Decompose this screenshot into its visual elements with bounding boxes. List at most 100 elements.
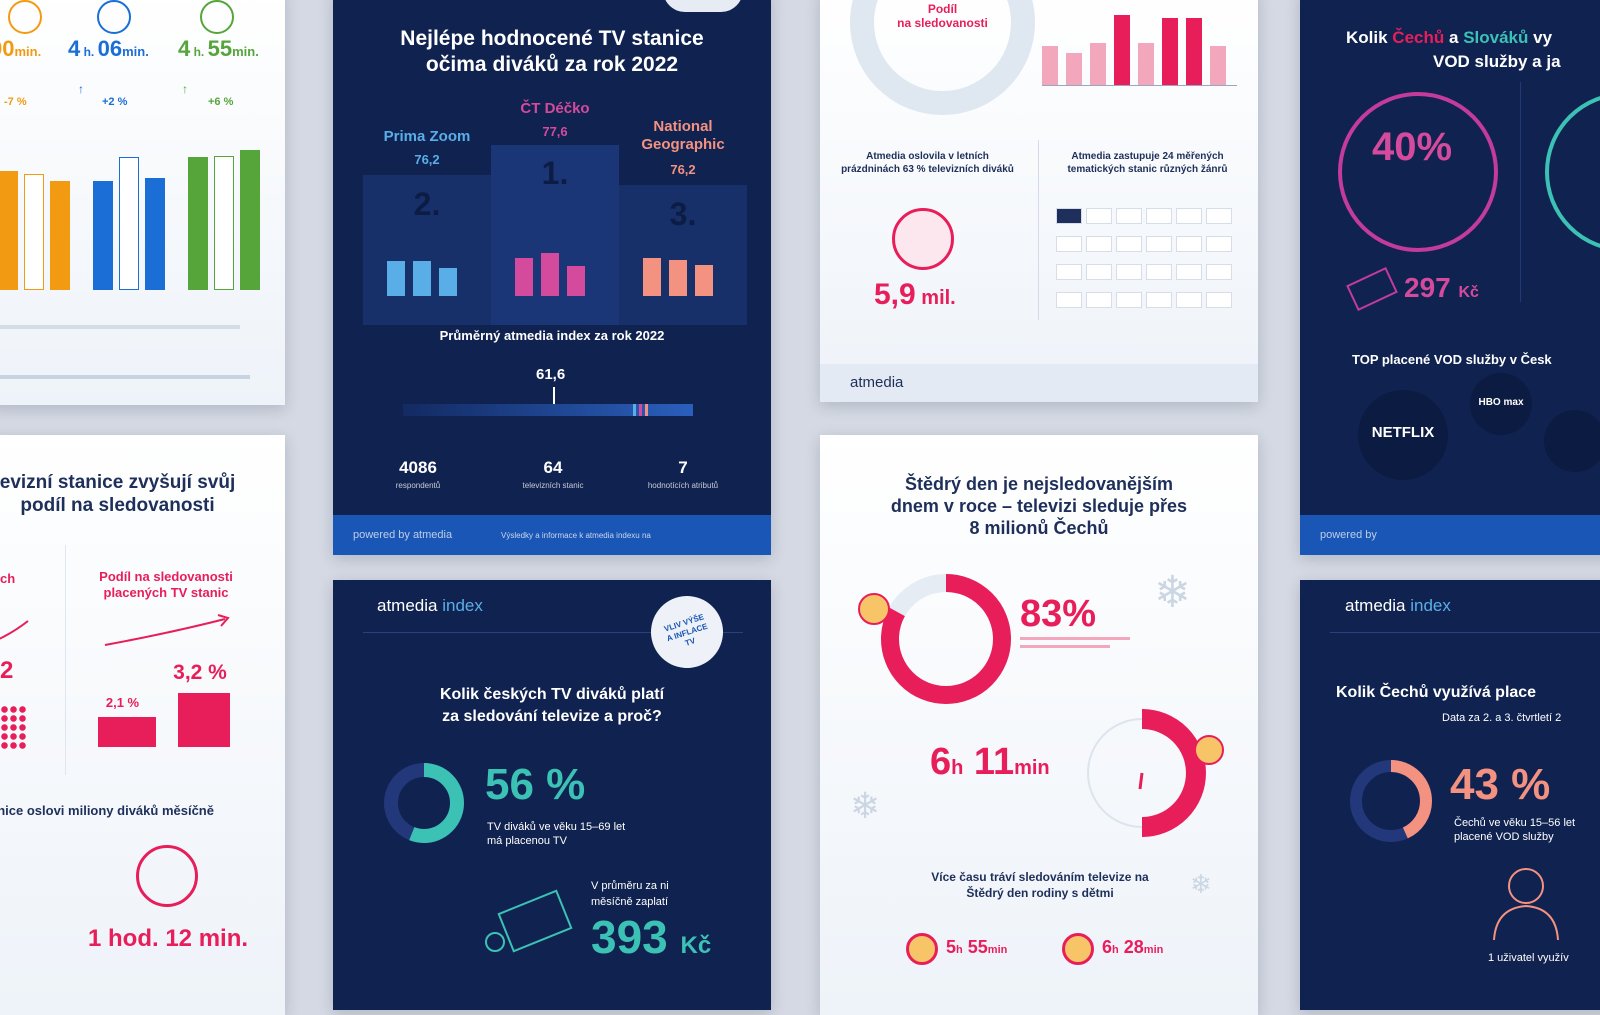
time-value: 1 hod. 12 min. — [88, 925, 249, 952]
stat-label-1: respondentů — [395, 481, 441, 490]
station-logo — [1206, 236, 1232, 252]
infographic-card-vod-cz-sk[interactable]: Kolik Čechů a Slováků vy VOD služby a ja… — [1300, 0, 1600, 555]
powered-by: powered by atmedia — [353, 529, 453, 541]
footnote-line — [0, 375, 250, 379]
station-logo — [1086, 264, 1112, 280]
percent-donut — [1350, 760, 1432, 842]
change-value-2: +2 % — [102, 96, 128, 108]
right-label: Podíl na sledovanosti placených TV stani… — [99, 569, 233, 600]
infographic-card-christmas[interactable]: Štědrý den je nejsledovanějším dnem v ro… — [820, 435, 1258, 1015]
clock-icon — [200, 0, 234, 34]
station-name-3: National Geographic — [641, 118, 725, 153]
top-vod-label: TOP placené VOD služby v Česk — [1352, 352, 1552, 367]
clock-icon — [8, 0, 42, 34]
bar — [0, 171, 18, 290]
station-bar — [515, 258, 533, 296]
bar — [50, 181, 70, 290]
atmedia-index-logo: atmedia index — [1345, 596, 1451, 615]
avg-index-value: 61,6 — [536, 366, 566, 383]
bar-chart — [0, 150, 275, 290]
station-logo — [1056, 208, 1082, 224]
avg-index-label: Průměrný atmedia index za rok 2022 — [439, 328, 665, 343]
powered-by: powered by — [1320, 529, 1377, 541]
rank-3: 3. — [669, 196, 697, 232]
infographic-card-atmedia-share[interactable]: Podíl na sledovanosti Atmedia oslovila v… — [820, 0, 1258, 402]
christmas-percent: 83% — [1020, 593, 1097, 635]
netflix-logo-circle: NETFLIX — [1358, 390, 1448, 480]
family-icon — [1194, 735, 1224, 765]
station-logo — [1116, 264, 1142, 280]
family-icon — [1062, 933, 1094, 965]
snowflake-icon: ❄ — [850, 785, 881, 826]
infographic-card-share-growth[interactable]: evizní stanice zvyšují svůj podíl na sle… — [0, 435, 285, 1015]
card-subtitle: Data za 2. a 3. čtvrtletí 2 — [1442, 712, 1562, 724]
left-label: ch — [0, 571, 16, 586]
stat-value-3: 7 — [678, 458, 688, 477]
christmas-time: 6h 11min — [930, 741, 1050, 783]
infographic-card-paid-tv[interactable]: atmedia index VLIV VÝŠE A INFLACE TV Kol… — [333, 580, 771, 1010]
rank-2: 2. — [413, 186, 441, 222]
arrow-up-icon: ↑ — [78, 82, 84, 96]
infographic-card-best-stations[interactable]: Nejlépe hodnocené TV stanice očima divák… — [333, 0, 771, 555]
station-bar — [567, 266, 585, 296]
rank-1: 1. — [541, 155, 569, 191]
footer-note: Výsledky a informace k atmedia indexu na — [501, 531, 651, 540]
text-placeholder — [1020, 637, 1130, 640]
station-bar-chart — [363, 238, 747, 296]
stopwatch-icon — [136, 845, 198, 907]
change-value-3: +6 % — [208, 96, 234, 108]
donut-label: Podíl na sledovanosti — [897, 2, 988, 30]
stat-value-1: 4086 — [399, 458, 437, 477]
card-footer: atmedia — [820, 364, 1258, 402]
paid-tv-text: TV diváků ve věku 15–69 let má placenou … — [487, 821, 626, 847]
netflix-logo: NETFLIX — [1371, 424, 1435, 441]
card-title: Kolik českých TV diváků platí za sledová… — [439, 686, 665, 725]
station-logo — [1086, 292, 1112, 308]
family-icon — [892, 208, 954, 270]
infographic-card-vod-cz[interactable]: atmedia index Kolik Čechů využívá place … — [1300, 580, 1600, 1010]
vod-text: Čechů ve věku 15–56 let placené VOD služ… — [1454, 817, 1576, 843]
sticker — [663, 0, 743, 12]
station-score-1: 76,2 — [414, 152, 440, 167]
divider — [1330, 632, 1600, 633]
stations-text: Atmedia zastupuje 24 měřených tematickýc… — [1067, 151, 1228, 175]
change-value-1: -7 % — [4, 96, 27, 108]
card-title: Nejlépe hodnocené TV stanice očima divák… — [400, 27, 704, 76]
bar — [24, 174, 44, 290]
axis-line — [1042, 85, 1237, 86]
station-logo — [1206, 264, 1232, 280]
infographic-card-time-spent[interactable]: 00min. 4 h. 06min. 4 h. 55min. -7 % +2 %… — [0, 0, 285, 405]
index-scale-bar — [403, 404, 693, 416]
trend-arrow-icon — [0, 620, 29, 640]
share-bar — [1138, 43, 1154, 85]
trend-arrow-icon — [104, 614, 230, 646]
person-icon — [1493, 868, 1559, 941]
card-title-line2: VOD služby a ja — [1433, 52, 1561, 71]
bar — [240, 150, 260, 290]
percent-donut — [384, 763, 464, 843]
family-icon — [906, 933, 938, 965]
station-bar — [387, 261, 405, 296]
station-logo — [1206, 292, 1232, 308]
card-title: Kolik Čechů a Slováků vy — [1346, 28, 1553, 47]
station-name-2: ČT Déčko — [520, 100, 590, 117]
bar — [93, 181, 113, 290]
scale-marker — [645, 404, 648, 416]
stat-2: 6h 28min — [1102, 937, 1164, 957]
avg-text: V průměru za ni měsíčně zaplatí — [591, 880, 669, 908]
station-bar — [643, 258, 661, 296]
time-value-2: 4 h. 06min. — [68, 36, 149, 61]
station-logo — [1206, 208, 1232, 224]
card-footer: powered by — [1300, 515, 1600, 555]
atmedia-logo: atmedia — [850, 374, 904, 391]
divider — [65, 545, 66, 775]
bar — [119, 157, 139, 290]
stat-value-2: 64 — [543, 458, 563, 477]
time-value-3: 4 h. 55min. — [178, 36, 259, 61]
divider — [1520, 82, 1521, 302]
station-logo — [1056, 292, 1082, 308]
time-value-1: 00min. — [0, 36, 42, 61]
station-bar — [541, 253, 559, 296]
card-title: Štědrý den je nejsledovanějším dnem v ro… — [890, 474, 1188, 538]
bar — [214, 156, 234, 290]
